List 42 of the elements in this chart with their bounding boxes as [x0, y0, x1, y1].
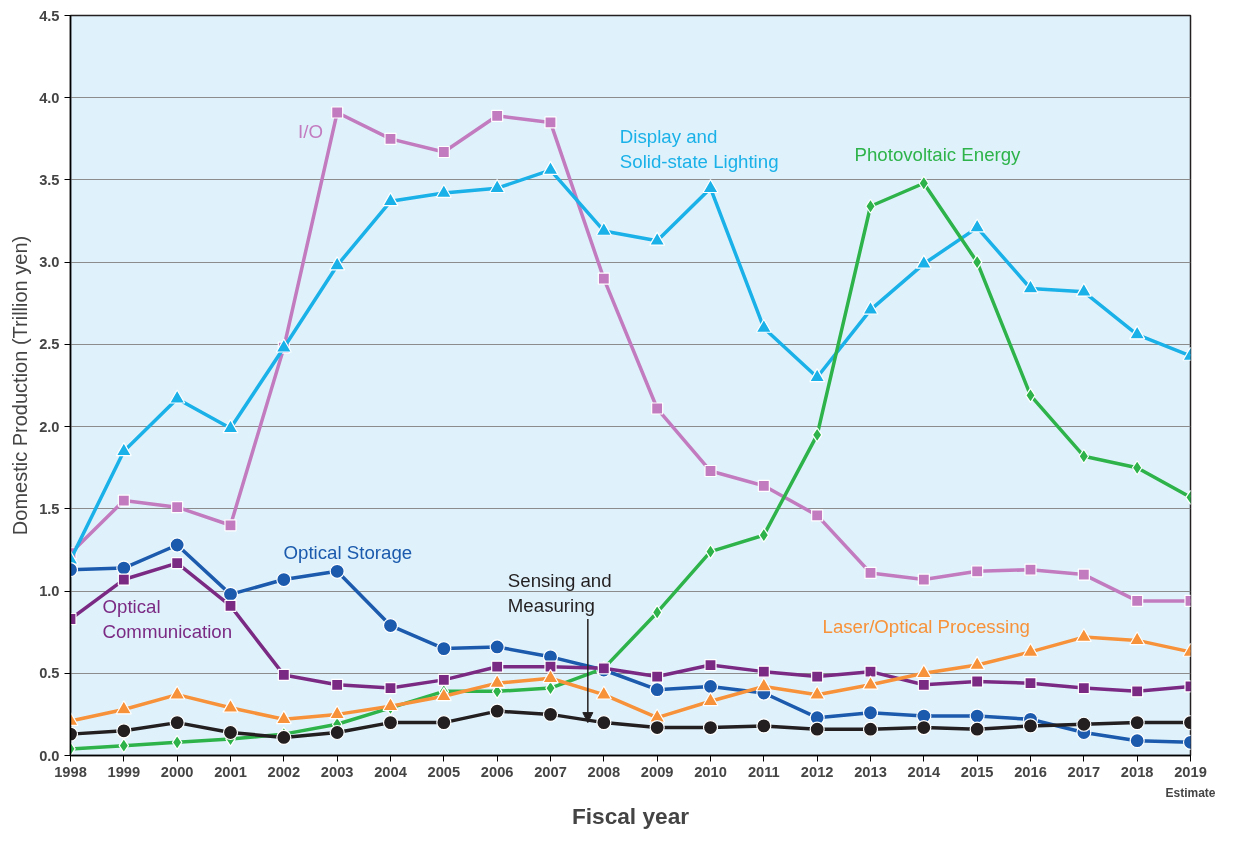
- x-tick-label: 2018: [1120, 763, 1154, 780]
- series-label: I/O: [298, 120, 323, 142]
- x-tick-label: 1999: [107, 763, 141, 780]
- y-tick-label: 0.5: [39, 665, 60, 682]
- y-tick-label: 4.0: [39, 89, 60, 106]
- x-tick-label: 2005: [427, 763, 461, 780]
- series-label: Optical Communication: [102, 595, 233, 643]
- x-tick-label: 2019: [1174, 763, 1207, 780]
- x-tick-label: 2001: [214, 763, 247, 780]
- y-tick-label: 1.0: [39, 583, 60, 600]
- series-label: Optical Storage: [283, 541, 413, 563]
- x-tick-label: 2003: [320, 763, 354, 780]
- y-tick-label: 4.5: [39, 7, 60, 24]
- x-tick-label: 2017: [1067, 763, 1101, 780]
- y-tick-label: 1.5: [39, 500, 60, 517]
- x-tick-label: 2002: [267, 763, 301, 780]
- y-axis-title: Domestic Production (Trillion yen): [9, 235, 32, 536]
- x-tick-label: 1998: [54, 763, 87, 780]
- x-tick-label: 2013: [854, 763, 887, 780]
- y-tick-label: 2.5: [39, 336, 60, 353]
- x-tick-label: 2009: [640, 763, 674, 780]
- x-tick-label: 2012: [800, 763, 834, 780]
- series-label: Laser/Optical Processing: [822, 615, 1030, 637]
- x-tick-label: 2007: [534, 763, 567, 780]
- x-tick-label: 2006: [480, 763, 514, 780]
- x-axis-title: Fiscal year: [571, 802, 690, 829]
- x-tick-label: 2008: [587, 763, 621, 780]
- series-label: Display and Solid-state Lighting: [619, 125, 779, 172]
- x-tick-label: 2014: [907, 763, 941, 780]
- x-tick-label: 2016: [1014, 763, 1047, 780]
- x-tick-label: 2010: [694, 763, 727, 780]
- series-label: Photovoltaic Energy: [854, 143, 1022, 165]
- y-tick-label: 0.0: [39, 747, 60, 764]
- x-tick-label: 2015: [960, 763, 994, 780]
- text: Sensing and Measuring: [507, 569, 612, 616]
- y-tick-label: 3.5: [39, 171, 60, 188]
- x-tick-label: 2000: [160, 763, 194, 780]
- text: Estimate: [1165, 785, 1216, 800]
- y-tick-label: 3.0: [39, 254, 60, 271]
- x-tick-label: 2004: [374, 763, 408, 780]
- x-tick-label: 2011: [747, 763, 780, 780]
- y-tick-label: 2.0: [39, 418, 60, 435]
